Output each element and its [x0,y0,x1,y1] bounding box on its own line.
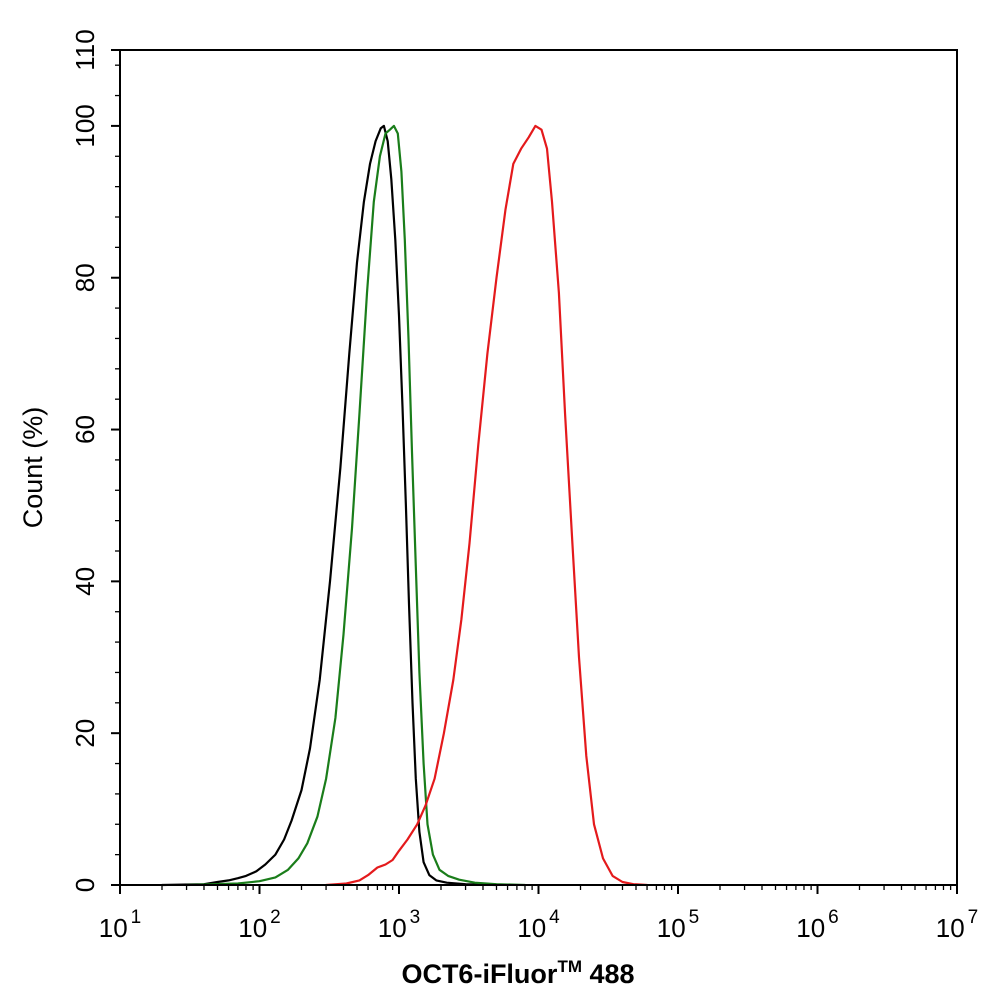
x-tick-base: 10 [517,913,546,943]
x-tick-exponent: 7 [968,907,979,928]
x-axis-title-main: OCT6-iFluor [401,959,557,989]
y-tick-label: 0 [70,878,100,892]
x-tick-exponent: 3 [410,907,421,928]
x-tick-base: 10 [657,913,686,943]
y-tick-label: 100 [70,104,100,147]
series-line-1 [160,124,498,887]
x-tick-exponent: 4 [549,907,560,928]
x-tick-label: 10 2 [238,907,281,943]
x-tick-exponent: 2 [270,907,281,928]
series-line-2 [185,124,527,887]
x-tick-label: 10 1 [99,907,142,943]
x-tick-label: 10 3 [378,907,421,943]
x-tick-base: 10 [238,913,267,943]
y-tick-label: 110 [70,29,100,70]
y-tick-label: 60 [70,415,100,444]
x-tick-label: 10 6 [796,907,839,943]
x-tick-label: 10 7 [936,907,979,943]
x-tick-label: 10 5 [657,907,700,943]
y-tick-label: 20 [70,719,100,748]
x-tick-exponent: 1 [131,907,142,928]
x-tick-base: 10 [796,913,825,943]
x-axis-title-suffix: 488 [582,959,635,989]
y-axis-title: Count (%) [18,407,48,529]
series-layer [160,124,649,887]
series-line-3 [325,124,649,887]
x-tick-exponent: 6 [828,907,839,928]
x-tick-base: 10 [936,913,965,943]
y-tick-label: 40 [70,567,100,596]
plot-frame [119,49,958,886]
x-tick-exponent: 5 [689,907,700,928]
x-tick-base: 10 [378,913,407,943]
x-tick-base: 10 [99,913,128,943]
x-axis-title-trademark: TM [557,957,582,976]
x-tick-label: 10 4 [517,907,560,943]
x-axis-title: OCT6-iFluorTM 488 [401,957,634,989]
y-tick-label: 80 [70,263,100,292]
